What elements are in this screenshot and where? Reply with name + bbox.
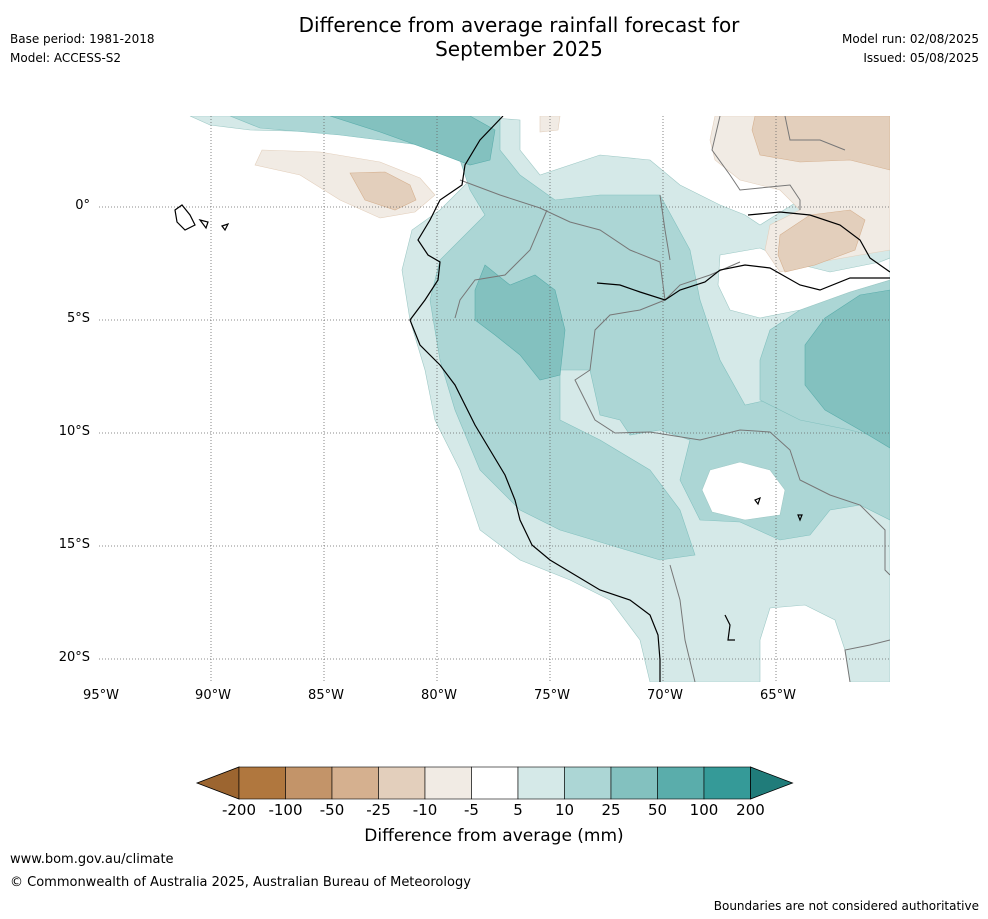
website-link[interactable]: www.bom.gov.au/climate bbox=[10, 852, 174, 867]
lat-label-10s: 10°S bbox=[58, 424, 90, 439]
colorbar-swatch bbox=[378, 766, 426, 800]
colorbar-swatch bbox=[424, 766, 472, 800]
colorbar-tick-label: 100 bbox=[689, 801, 719, 819]
colorbar-tick-label: -100 bbox=[268, 801, 303, 819]
colorbar-title: Difference from average (mm) bbox=[364, 826, 624, 846]
dry-region-northeast-lower bbox=[777, 209, 866, 273]
colorbar-arrow-high bbox=[750, 766, 794, 800]
anomaly-region-dark-teal bbox=[329, 116, 496, 166]
coastline bbox=[174, 116, 890, 682]
map-title-line2: September 2025 bbox=[435, 37, 603, 61]
colorbar-tick-label: -50 bbox=[319, 801, 345, 819]
contour-layer bbox=[189, 116, 890, 682]
anomaly-region-dark-teal-east bbox=[804, 289, 890, 449]
lon-label-70w: 70°W bbox=[647, 688, 683, 703]
colorbar-swatch bbox=[610, 766, 658, 800]
colorbar-tick-label: 25 bbox=[601, 801, 621, 819]
colorbar-tick-label: 50 bbox=[647, 801, 668, 819]
lon-label-90w: 90°W bbox=[195, 688, 231, 703]
colorbar-tick-label: 5 bbox=[513, 801, 523, 819]
dry-region-west-inner bbox=[349, 171, 417, 211]
lat-label-5s: 5°S bbox=[66, 311, 90, 326]
lon-label-80w: 80°W bbox=[421, 688, 457, 703]
lon-label-75w: 75°W bbox=[534, 688, 570, 703]
lon-label-85w: 85°W bbox=[308, 688, 344, 703]
issued-text: Issued: 05/08/2025 bbox=[863, 51, 979, 65]
lat-label-20s: 20°S bbox=[58, 650, 90, 665]
colorbar-tick-label: -25 bbox=[366, 801, 391, 819]
colorbar-swatch bbox=[657, 766, 705, 800]
colorbar-swatch bbox=[564, 766, 612, 800]
colorbar bbox=[195, 766, 794, 800]
country-borders bbox=[454, 116, 890, 682]
colorbar-swatch bbox=[703, 766, 751, 800]
colorbar-swatch bbox=[285, 766, 333, 800]
copyright-text: © Commonwealth of Australia 2025, Austra… bbox=[10, 875, 471, 890]
colorbar-tick-label: 200 bbox=[736, 801, 765, 819]
map-title-line1: Difference from average rainfall forecas… bbox=[298, 13, 740, 37]
colorbar-tick-label: -200 bbox=[221, 801, 257, 819]
colorbar-tick-label: -5 bbox=[464, 801, 479, 819]
dry-region-north bbox=[539, 116, 561, 133]
lat-label-0: 0° bbox=[75, 198, 90, 213]
base-period-text: Base period: 1981-2018 bbox=[10, 32, 155, 46]
lon-label-65w: 65°W bbox=[760, 688, 796, 703]
model-text: Model: ACCESS-S2 bbox=[10, 51, 122, 65]
dry-region-northeast-inner bbox=[751, 116, 890, 171]
colorbar-tick-label: 10 bbox=[554, 801, 575, 819]
colorbar-swatch bbox=[517, 766, 565, 800]
colorbar-swatch bbox=[331, 766, 379, 800]
colorbar-tick-label: -10 bbox=[412, 801, 438, 819]
graticule bbox=[99, 116, 890, 682]
colorbar-swatch bbox=[471, 766, 519, 800]
lon-label-95w: 95°W bbox=[83, 688, 119, 703]
disclaimer-text: Boundaries are not considered authoritat… bbox=[713, 899, 979, 913]
neutral-region-south bbox=[701, 461, 786, 521]
colorbar-swatch bbox=[238, 766, 286, 800]
colorbar-arrow-low bbox=[195, 766, 240, 800]
lat-label-15s: 15°S bbox=[58, 537, 90, 552]
model-run-text: Model run: 02/08/2025 bbox=[841, 32, 979, 46]
